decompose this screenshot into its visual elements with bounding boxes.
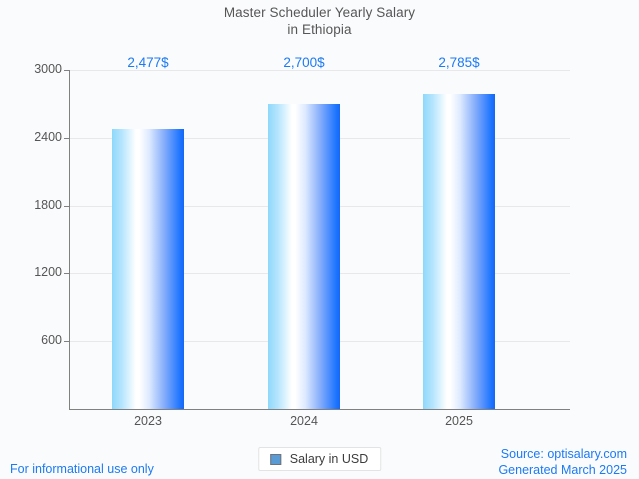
- gridline-3000: [70, 70, 570, 71]
- generated-line: Generated March 2025: [498, 462, 627, 477]
- bar-value-label-2024: 2,700$: [283, 55, 325, 70]
- y-tick-label-2400: 2400: [34, 130, 62, 144]
- chart-title-line-2: in Ethiopia: [287, 22, 352, 37]
- y-tick-mark-1800: [64, 206, 70, 207]
- source-credit: Source: optisalary.com Generated March 2…: [498, 447, 627, 478]
- legend-swatch-icon: [269, 453, 281, 465]
- bar-value-label-2023: 2,477$: [127, 55, 169, 70]
- y-tick-mark-1200: [64, 273, 70, 274]
- bar-value-label-2025: 2,785$: [438, 55, 480, 70]
- y-tick-label-3000: 3000: [34, 62, 62, 76]
- chart-title-line-1: Master Scheduler Yearly Salary: [223, 5, 416, 20]
- bar-2024[interactable]: [268, 104, 340, 409]
- y-tick-label-600: 600: [41, 333, 62, 347]
- bar-2023[interactable]: [112, 129, 184, 409]
- y-axis: 3000 2400 1800 1200 600: [0, 0, 62, 479]
- bar-2025[interactable]: [423, 94, 495, 409]
- y-tick-label-1200: 1200: [34, 265, 62, 279]
- legend-item-label: Salary in USD: [289, 452, 369, 466]
- page-title: Master Scheduler Yearly Salary in Ethiop…: [0, 4, 639, 38]
- x-tick-label-2025: 2025: [445, 414, 473, 428]
- plot-area: [70, 70, 570, 409]
- x-tick-label-2024: 2024: [290, 414, 318, 428]
- source-line: Source: optisalary.com: [500, 447, 627, 461]
- chart-legend[interactable]: Salary in USD: [257, 447, 382, 471]
- disclaimer-text: For informational use only: [10, 462, 154, 476]
- y-tick-mark-3000: [64, 70, 70, 71]
- x-axis-line: [69, 409, 570, 410]
- y-axis-line: [69, 70, 70, 410]
- y-tick-label-1800: 1800: [34, 198, 62, 212]
- y-tick-mark-600: [64, 341, 70, 342]
- y-tick-mark-2400: [64, 138, 70, 139]
- x-tick-label-2023: 2023: [134, 414, 162, 428]
